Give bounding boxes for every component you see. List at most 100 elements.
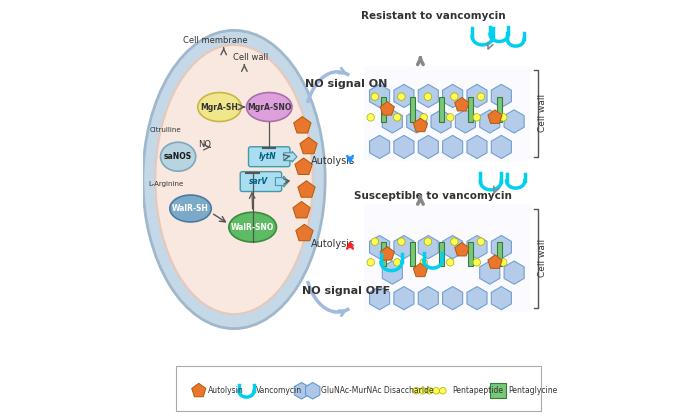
Bar: [381, 97, 386, 121]
Polygon shape: [504, 110, 524, 133]
Text: Citrulline: Citrulline: [150, 127, 181, 133]
Polygon shape: [394, 286, 414, 310]
Polygon shape: [418, 286, 438, 310]
Text: L-Arginine: L-Arginine: [148, 181, 183, 187]
Polygon shape: [456, 110, 475, 133]
Text: Autolysis: Autolysis: [312, 156, 356, 166]
Ellipse shape: [160, 142, 196, 171]
Text: MgrA-SNO: MgrA-SNO: [247, 103, 291, 111]
Polygon shape: [370, 84, 390, 108]
Bar: [497, 97, 502, 121]
Circle shape: [420, 259, 428, 266]
Bar: [365, 65, 530, 161]
Ellipse shape: [143, 30, 325, 329]
Circle shape: [371, 93, 379, 100]
Polygon shape: [294, 116, 311, 133]
Polygon shape: [442, 286, 463, 310]
Circle shape: [433, 387, 440, 394]
Bar: [176, 366, 540, 412]
Circle shape: [473, 114, 480, 121]
Polygon shape: [491, 236, 512, 259]
Polygon shape: [370, 236, 390, 259]
Text: NO signal ON: NO signal ON: [304, 79, 387, 89]
Text: Autolysin: Autolysin: [209, 386, 244, 395]
Polygon shape: [296, 224, 313, 241]
Circle shape: [447, 259, 454, 266]
Polygon shape: [382, 110, 402, 133]
Polygon shape: [382, 261, 402, 284]
Circle shape: [424, 238, 432, 245]
Polygon shape: [488, 255, 502, 269]
Circle shape: [440, 387, 446, 394]
FancyArrow shape: [284, 151, 297, 162]
Ellipse shape: [246, 93, 292, 121]
Polygon shape: [293, 201, 310, 218]
Text: Autolysis: Autolysis: [312, 239, 356, 249]
Text: WalR-SNO: WalR-SNO: [231, 223, 274, 231]
Polygon shape: [380, 102, 394, 115]
Polygon shape: [480, 110, 500, 133]
Polygon shape: [491, 84, 512, 108]
Text: saNOS: saNOS: [164, 152, 193, 161]
Circle shape: [500, 114, 507, 121]
Circle shape: [451, 238, 458, 245]
Text: lytN: lytN: [258, 152, 276, 161]
Polygon shape: [394, 84, 414, 108]
Bar: [468, 241, 473, 266]
Text: Pentaglycine: Pentaglycine: [508, 386, 557, 395]
Polygon shape: [488, 110, 502, 123]
Circle shape: [447, 114, 454, 121]
Polygon shape: [394, 136, 414, 158]
Text: Pentapeptide: Pentapeptide: [452, 386, 503, 395]
Text: Cell wall: Cell wall: [233, 53, 268, 62]
Text: Cell wall: Cell wall: [538, 239, 547, 277]
Text: WalR-SH: WalR-SH: [172, 204, 209, 213]
Polygon shape: [442, 236, 463, 259]
Bar: [439, 241, 444, 266]
Polygon shape: [413, 263, 428, 276]
Ellipse shape: [198, 93, 242, 121]
Text: Cell wall: Cell wall: [538, 94, 547, 132]
Circle shape: [473, 259, 480, 266]
Circle shape: [371, 238, 379, 245]
Circle shape: [393, 114, 401, 121]
Polygon shape: [407, 110, 427, 133]
Circle shape: [477, 93, 484, 100]
Polygon shape: [370, 136, 390, 158]
Polygon shape: [394, 236, 414, 259]
Polygon shape: [467, 236, 487, 259]
FancyBboxPatch shape: [240, 172, 281, 191]
Bar: [410, 97, 415, 121]
Polygon shape: [418, 136, 438, 158]
Polygon shape: [298, 181, 315, 197]
Polygon shape: [380, 246, 394, 260]
Circle shape: [393, 259, 401, 266]
Circle shape: [398, 238, 405, 245]
Polygon shape: [295, 382, 309, 399]
Bar: [365, 204, 530, 312]
Polygon shape: [305, 382, 320, 399]
Circle shape: [398, 93, 405, 100]
Bar: [468, 97, 473, 121]
Circle shape: [413, 387, 419, 394]
Polygon shape: [491, 286, 512, 310]
Polygon shape: [192, 383, 206, 397]
Polygon shape: [491, 136, 512, 158]
FancyArrow shape: [275, 176, 288, 187]
Polygon shape: [418, 84, 438, 108]
Polygon shape: [480, 261, 500, 284]
Polygon shape: [467, 286, 487, 310]
FancyBboxPatch shape: [248, 147, 290, 167]
Ellipse shape: [170, 195, 211, 222]
Bar: [439, 97, 444, 121]
Polygon shape: [442, 84, 463, 108]
Ellipse shape: [155, 45, 313, 314]
Polygon shape: [467, 136, 487, 158]
Polygon shape: [418, 236, 438, 259]
Polygon shape: [413, 118, 428, 132]
Polygon shape: [504, 261, 524, 284]
Circle shape: [477, 238, 484, 245]
Text: sarV: sarV: [249, 177, 269, 186]
Circle shape: [367, 114, 374, 121]
Circle shape: [426, 387, 433, 394]
